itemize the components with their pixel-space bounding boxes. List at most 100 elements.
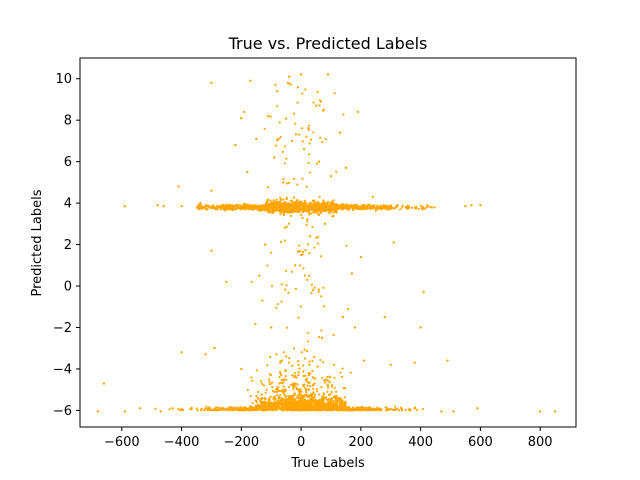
data-point <box>289 199 292 202</box>
data-point <box>323 206 326 209</box>
data-point <box>295 376 298 379</box>
data-point <box>364 407 367 410</box>
data-point <box>323 398 326 401</box>
data-point <box>254 399 257 402</box>
x-tick-label: 400 <box>408 435 433 450</box>
data-point <box>138 407 141 410</box>
data-point <box>266 364 269 367</box>
data-point <box>307 210 310 213</box>
data-point <box>283 393 286 396</box>
data-point <box>210 81 213 85</box>
data-point <box>251 407 254 410</box>
data-point <box>322 202 325 205</box>
data-point <box>267 397 271 400</box>
data-point <box>316 365 319 368</box>
data-point <box>281 150 284 153</box>
data-point <box>260 393 263 396</box>
plot-area-frame <box>79 57 577 428</box>
data-point <box>225 207 228 210</box>
data-point <box>313 246 316 249</box>
data-point <box>331 397 334 400</box>
data-point <box>279 240 283 244</box>
data-point <box>254 322 257 325</box>
data-point <box>269 199 272 202</box>
data-point <box>318 401 321 404</box>
data-point <box>311 408 314 412</box>
data-point <box>268 408 271 411</box>
data-point <box>286 406 289 409</box>
data-point <box>210 207 213 210</box>
data-point <box>380 204 383 207</box>
data-point <box>231 204 234 207</box>
data-point <box>313 206 317 210</box>
data-point <box>334 202 338 206</box>
data-point <box>283 378 286 381</box>
data-point <box>232 205 235 209</box>
data-point <box>271 408 274 411</box>
data-point <box>288 82 291 85</box>
data-point <box>323 408 326 412</box>
data-point <box>274 83 277 86</box>
data-point <box>291 409 295 412</box>
data-point <box>277 397 280 400</box>
data-point <box>375 408 378 412</box>
data-point <box>269 205 272 208</box>
data-point <box>415 205 418 208</box>
data-point <box>256 408 259 411</box>
data-point <box>265 205 268 208</box>
data-point <box>297 371 300 374</box>
data-point <box>285 182 288 185</box>
data-point <box>314 104 318 107</box>
data-point <box>249 405 252 408</box>
data-point <box>273 156 276 159</box>
data-point <box>285 157 288 160</box>
data-point <box>267 399 270 402</box>
data-point <box>178 408 182 412</box>
data-point <box>282 205 285 208</box>
data-point <box>270 326 273 329</box>
data-point <box>322 199 325 202</box>
data-point <box>308 251 311 255</box>
data-point <box>293 371 296 375</box>
data-point <box>233 205 237 208</box>
data-point <box>287 361 291 364</box>
data-point <box>342 113 345 116</box>
x-axis-label: True Labels <box>290 456 365 471</box>
data-point <box>315 207 319 211</box>
data-point <box>309 138 312 141</box>
data-point <box>400 206 404 209</box>
data-point <box>224 209 227 212</box>
data-point <box>299 264 302 267</box>
data-point <box>292 394 296 397</box>
data-point <box>393 409 397 412</box>
data-point <box>272 201 276 205</box>
data-point <box>335 408 338 411</box>
data-point <box>302 385 305 388</box>
data-point <box>304 387 307 390</box>
data-point <box>310 397 314 401</box>
data-point <box>378 407 381 410</box>
data-point <box>320 100 323 103</box>
data-point <box>250 280 253 284</box>
data-point <box>330 209 333 212</box>
data-point <box>319 358 322 362</box>
data-point <box>123 410 127 413</box>
data-point <box>309 202 312 205</box>
data-point <box>377 205 381 208</box>
data-point <box>285 398 288 402</box>
data-point <box>276 139 279 142</box>
data-point <box>307 371 310 374</box>
data-point <box>349 371 352 374</box>
data-point <box>303 393 306 397</box>
data-point <box>347 407 350 410</box>
data-point <box>342 206 345 209</box>
data-point <box>328 381 331 384</box>
y-tick-label: −4 <box>53 362 72 377</box>
data-point <box>314 405 317 408</box>
data-point <box>232 406 235 409</box>
data-point <box>362 359 366 362</box>
data-point <box>274 403 277 406</box>
data-point <box>318 202 321 205</box>
data-point <box>216 406 220 409</box>
data-point <box>287 222 291 225</box>
